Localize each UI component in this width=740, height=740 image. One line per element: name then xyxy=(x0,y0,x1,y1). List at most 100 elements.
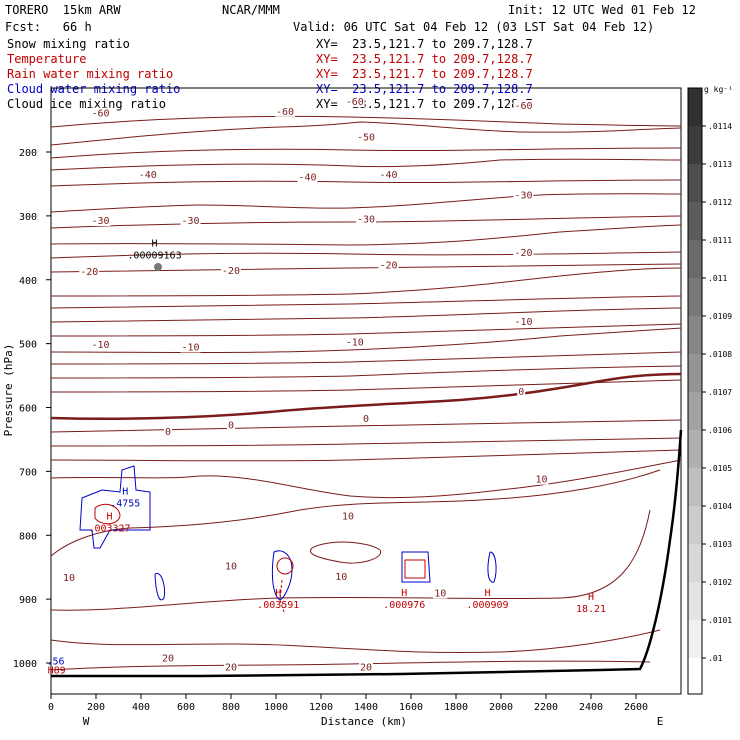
y-axis-label: Pressure (hPa) xyxy=(2,344,15,437)
isotherm-label-bg xyxy=(137,168,158,180)
colorbar-tick-label: .0104 xyxy=(708,502,732,511)
extremum-value: H89 xyxy=(48,665,66,676)
isotherm-label: -40 xyxy=(139,170,157,181)
isotherm-label-bg xyxy=(362,412,370,424)
field-xy-cloud-ice: XY= 23.5,121.7 to 209.7,128.7 xyxy=(316,97,533,111)
isotherm-label: 10 xyxy=(434,588,446,599)
x-tick-label: 2200 xyxy=(534,702,558,713)
field-name-temperature: Temperature xyxy=(7,52,87,66)
isotherm-label-bg xyxy=(433,587,448,599)
isotherm-lines xyxy=(50,115,682,671)
isotherm-label-bg xyxy=(90,338,111,350)
x-tick-label: 2400 xyxy=(579,702,603,713)
extremum-value: .00009163 xyxy=(127,251,181,262)
colorbar-tick-label: .0113 xyxy=(708,160,732,169)
isotherm-label: 0 xyxy=(228,420,234,431)
isotherm-label-bg xyxy=(227,419,235,431)
field-xy-temperature: XY= 23.5,121.7 to 209.7,128.7 xyxy=(316,52,533,66)
isotherm-label: -30 xyxy=(181,216,199,227)
extrema-labels: H.00009163H.4755H.003327H.003591H.000976… xyxy=(46,239,606,677)
field-xy-rain: XY= 23.5,121.7 to 209.7,128.7 xyxy=(316,67,533,81)
x-axis-west-label: W xyxy=(83,715,90,728)
isotherm-label-bg xyxy=(224,560,238,572)
isotherm-label: -60 xyxy=(346,97,364,108)
x-tick-label: 200 xyxy=(87,702,105,713)
colorbar-tick-label: .0111 xyxy=(708,236,732,245)
colorbar-tick-label: .0108 xyxy=(708,350,732,359)
isotherm-label: 20 xyxy=(360,662,372,673)
isotherm-label: -30 xyxy=(357,215,375,226)
y-axis-ticks: 200 300 400 500 600 700 800 900 1000 xyxy=(13,148,51,670)
extremum-marker: H xyxy=(151,239,157,250)
extremum-marker: H xyxy=(106,511,112,522)
rain-water-contours xyxy=(94,503,426,613)
extremum-value: .56 xyxy=(46,656,64,667)
isotherm-labels: -60 -60 -60 -60 -50 -40 -40 -40 -30 -30 -30 -30 -20 -… xyxy=(62,96,549,673)
isotherm-label: -50 xyxy=(357,132,375,143)
isotherm-label: 0 xyxy=(518,387,524,398)
colorbar-unit: g kg⁻¹ xyxy=(704,85,733,94)
isotherm-label-bg xyxy=(341,510,355,522)
y-tick-label: 200 xyxy=(19,148,37,159)
x-tick-label: 1800 xyxy=(444,702,468,713)
extremum-value: 18.21 xyxy=(576,604,606,615)
x-tick-label: 1000 xyxy=(264,702,288,713)
x-tick-label: 1200 xyxy=(309,702,333,713)
field-xy-snow: XY= 23.5,121.7 to 209.7,128.7 xyxy=(316,37,533,51)
isotherm-label: -40 xyxy=(298,173,316,184)
isotherm-label: -10 xyxy=(91,340,109,351)
isotherm-label-bg xyxy=(513,246,534,258)
isotherm-label-bg xyxy=(344,336,365,348)
field-name-snow: Snow mixing ratio xyxy=(7,37,130,51)
init-time: Init: 12 UTC Wed 01 Feb 12 xyxy=(508,3,696,17)
colorbar-tick-label: .0109 xyxy=(708,312,732,321)
isotherm-label: -30 xyxy=(91,216,109,227)
isotherm-label: -10 xyxy=(346,337,364,348)
isotherm-label: -60 xyxy=(276,107,294,118)
y-tick-label: 1000 xyxy=(13,659,37,670)
isotherm-label-bg xyxy=(356,131,376,143)
isotherm-label-bg xyxy=(164,425,172,437)
y-tick-label: 600 xyxy=(19,404,37,415)
x-tick-label: 2600 xyxy=(624,702,648,713)
colorbar-tick-label: .0106 xyxy=(708,426,732,435)
isotherm-label-bg xyxy=(378,259,399,271)
extremum-value: .000976 xyxy=(383,600,425,611)
isotherm-label-bg xyxy=(161,652,175,664)
isotherm-label-bg xyxy=(534,473,549,485)
isotherm-label: -20 xyxy=(379,261,397,272)
y-tick-label: 800 xyxy=(19,531,37,542)
x-axis-label: Distance (km) xyxy=(321,715,407,728)
y-tick-label: 900 xyxy=(19,595,37,606)
field-xy-cloud-water: XY= 23.5,121.7 to 209.7,128.7 xyxy=(316,82,533,96)
extremum-value: .003327 xyxy=(88,523,130,534)
x-tick-label: 1400 xyxy=(354,702,378,713)
isotherm-label: 10 xyxy=(342,512,354,523)
isotherm-label: -20 xyxy=(514,248,532,259)
isotherm-label-bg xyxy=(90,214,111,226)
isotherm-label-bg xyxy=(180,341,201,353)
isotherm-label-bg xyxy=(344,96,365,108)
isotherm-label: 20 xyxy=(225,662,237,673)
extremum-marker: H xyxy=(484,588,490,599)
isotherm-label: -60 xyxy=(514,101,532,112)
cloud-ice-maximum-marker xyxy=(154,263,162,271)
x-axis-ticks: 0 200 400 600 800 1000 1200 1400 1600 1800 2000 220… xyxy=(48,694,648,713)
y-tick-label: 700 xyxy=(19,467,37,478)
field-name-cloud-water: Cloud water mixing ratio xyxy=(7,82,181,96)
isotherm-label-bg xyxy=(359,661,373,673)
isotherm-label: 0 xyxy=(363,414,369,425)
isotherm-label: 10 xyxy=(335,572,347,583)
isotherm-label: 10 xyxy=(225,562,237,573)
isotherm-label: 10 xyxy=(63,573,75,584)
isotherm-label: 10 xyxy=(535,475,547,486)
x-tick-label: 600 xyxy=(177,702,195,713)
y-tick-label: 300 xyxy=(19,212,37,223)
isotherm-label-bg xyxy=(62,572,76,584)
colorbar-tick-label: .0114 xyxy=(708,122,732,131)
colorbar-tick-label: .0107 xyxy=(708,388,732,397)
isotherm-label: -30 xyxy=(514,190,532,201)
isotherm-label-bg xyxy=(378,168,399,180)
extremum-marker: H xyxy=(588,592,594,603)
x-tick-label: 2000 xyxy=(489,702,513,713)
